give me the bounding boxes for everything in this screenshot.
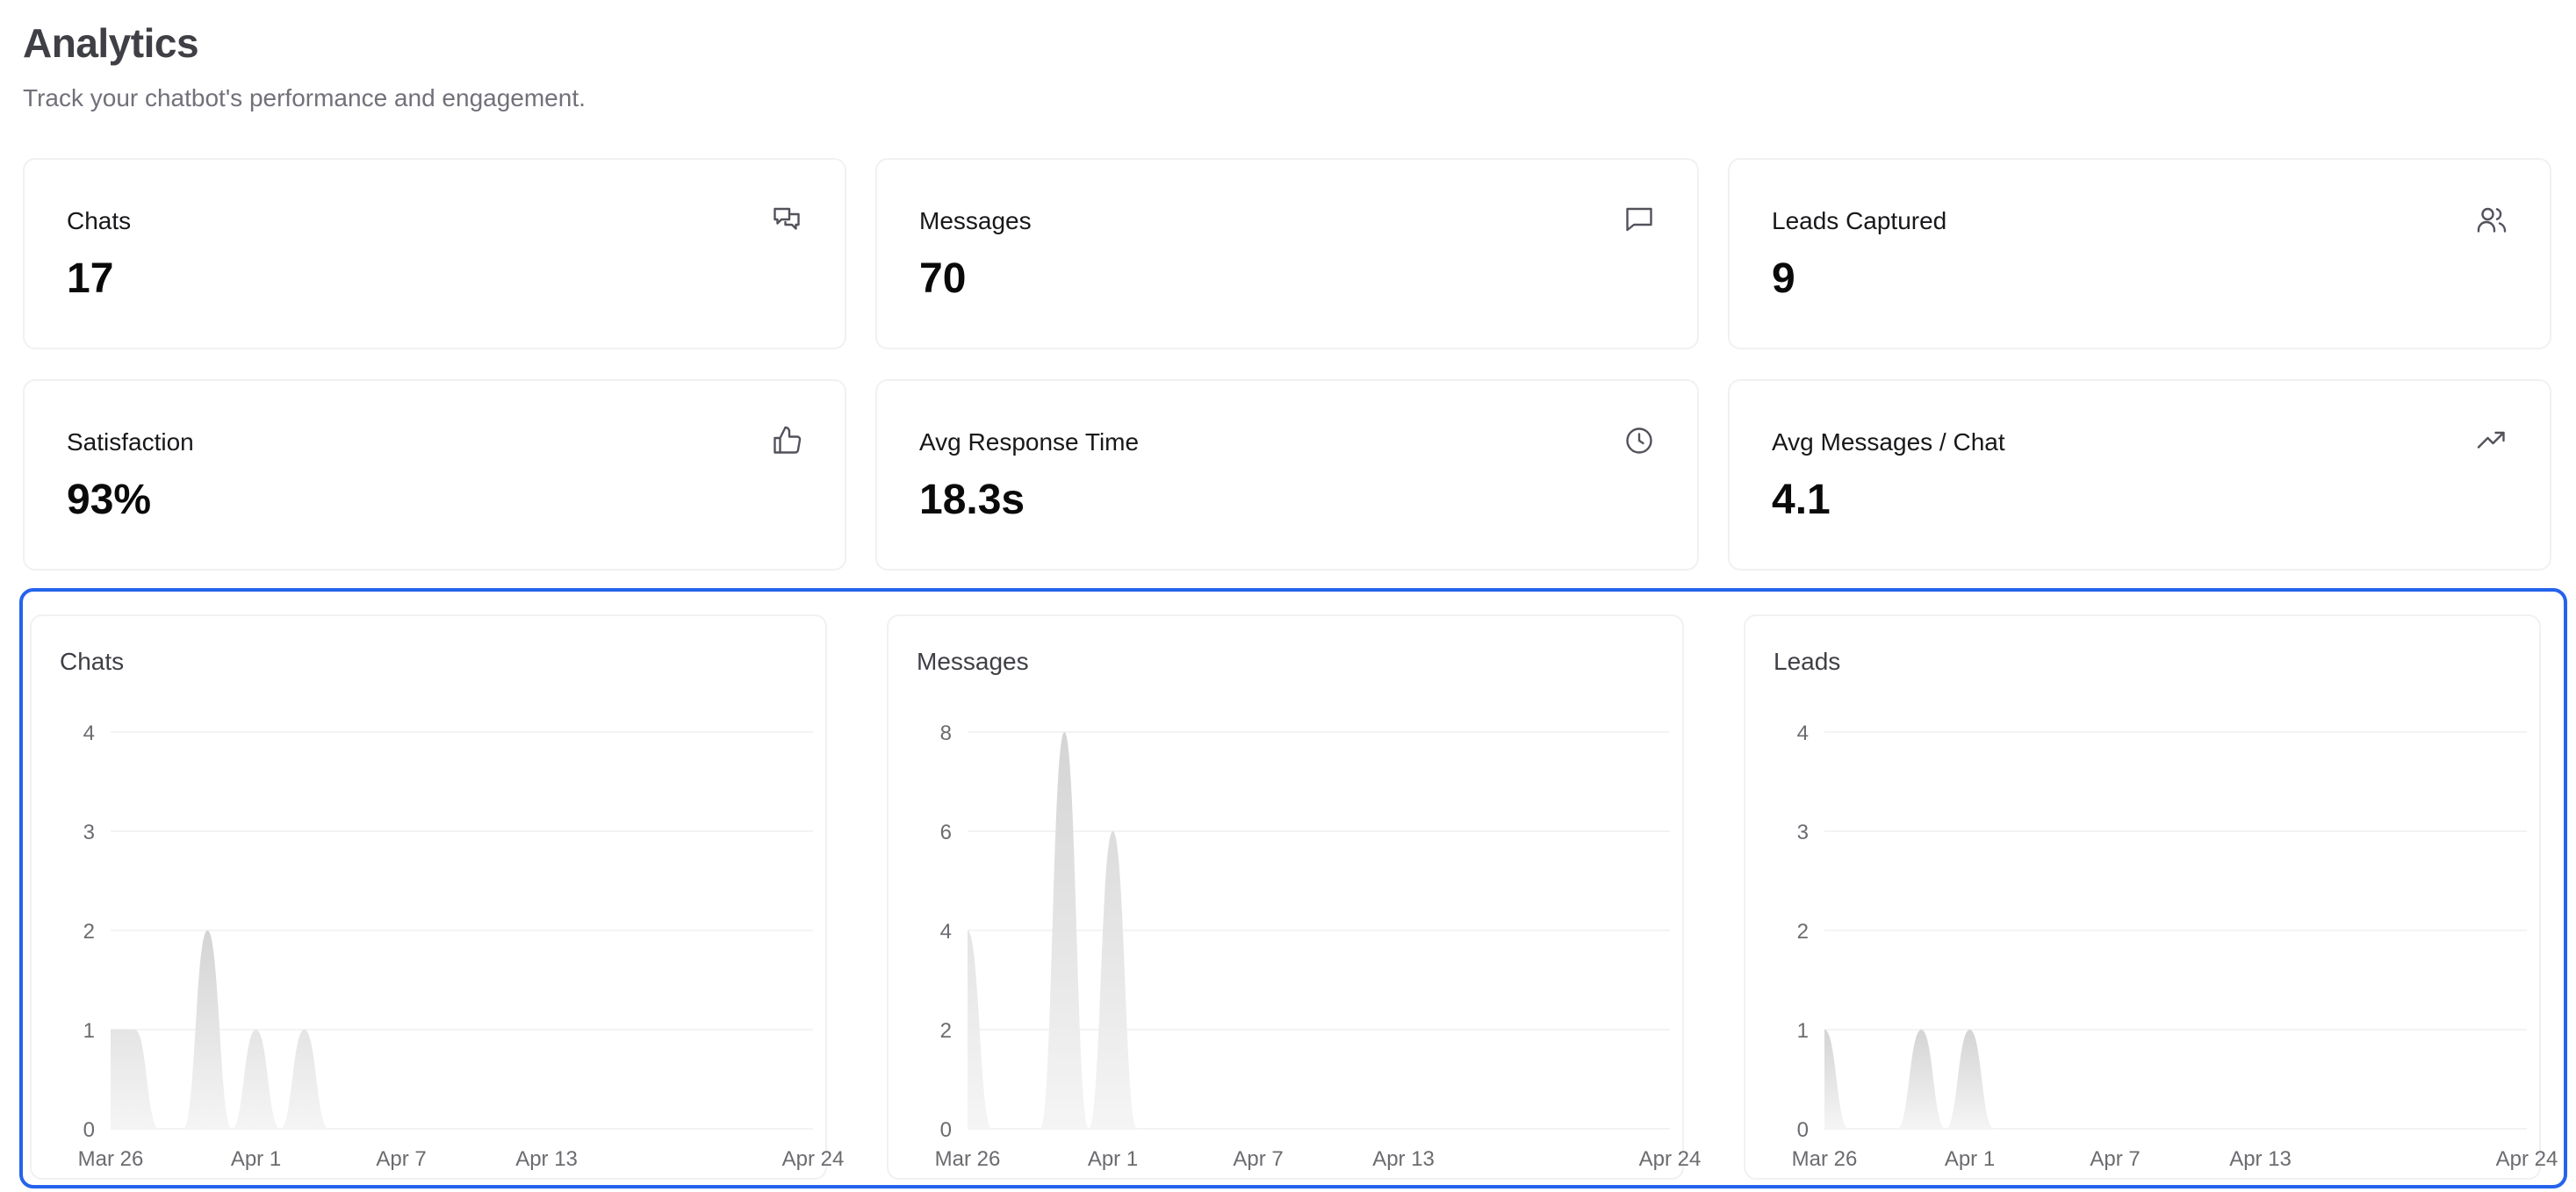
stat-label: Satisfaction [67,428,194,456]
y-tick-label: 2 [1797,920,1809,944]
stat-value: 18.3s [919,477,1025,523]
x-tick-label: Apr 1 [1088,1147,1138,1171]
stat-card-messages: Messages 70 [875,158,1699,349]
chart-card-chats: Chats 0 1 2 3 4 Mar 26 Apr 1 Apr 7 Apr 13 Apr 24 [30,614,845,1180]
stat-card-avg-response-time: Avg Response Time 18.3s [875,379,1699,571]
x-tick-label: Apr 7 [2090,1147,2140,1171]
y-tick-label: 8 [940,722,952,745]
x-tick-label: Apr 24 [782,1147,845,1171]
area-series [968,732,1670,1129]
x-tick-label: Apr 13 [515,1147,578,1171]
stat-value: 9 [1772,255,1795,302]
stat-label: Avg Messages / Chat [1772,428,2005,456]
chart-title: Chats [60,648,125,675]
stat-value: 17 [67,255,114,302]
chat-bubbles-icon [771,204,802,235]
message-square-icon [1623,204,1655,235]
stat-card-satisfaction: Satisfaction 93% [23,379,846,571]
stat-card-leads-captured: Leads Captured 9 [1728,158,2551,349]
x-tick-label: Apr 13 [1372,1147,1435,1171]
x-tick-label: Apr 13 [2229,1147,2292,1171]
x-tick-label: Apr 7 [1233,1147,1283,1171]
charts-section-highlight [19,588,2567,1188]
stat-card-chats: Chats 17 [23,158,846,349]
stat-label: Chats [67,207,132,234]
chart-title: Messages [917,648,1029,675]
y-tick-label: 0 [940,1118,952,1142]
messages-area-chart: 0 2 4 6 8 Mar 26 Apr 1 Apr 7 Apr 13 Apr 24 [935,722,1702,1171]
y-tick-label: 4 [940,920,952,944]
page-subtitle: Track your chatbot's performance and eng… [23,84,586,111]
y-tick-label: 1 [83,1019,95,1043]
users-icon [2476,204,2508,235]
chats-area-chart: 0 1 2 3 4 Mar 26 Apr 1 Apr 7 Apr 13 Apr 24 [78,722,845,1171]
y-tick-label: 4 [83,722,95,745]
stat-label: Leads Captured [1772,207,1947,234]
stat-label: Avg Response Time [919,428,1140,456]
x-tick-label: Mar 26 [78,1147,144,1171]
chart-title: Leads [1774,648,1841,675]
x-tick-label: Mar 26 [935,1147,1001,1171]
stat-card-avg-messages-per-chat: Avg Messages / Chat 4.1 [1728,379,2551,571]
x-tick-label: Apr 1 [1945,1147,1995,1171]
y-tick-label: 4 [1797,722,1809,745]
x-tick-label: Apr 7 [376,1147,426,1171]
y-tick-label: 0 [83,1118,95,1142]
trending-up-icon [2476,425,2508,456]
clock-icon [1623,425,1655,456]
stat-value: 4.1 [1772,477,1831,523]
leads-area-chart: 0 1 2 3 4 Mar 26 Apr 1 Apr 7 Apr 13 Apr 24 [1792,722,2558,1171]
area-series [1824,1030,2527,1129]
y-tick-label: 3 [83,821,95,844]
x-tick-label: Apr 24 [2496,1147,2558,1171]
stat-label: Messages [919,207,1032,234]
stat-value: 93% [67,477,152,523]
chart-card-messages: Messages 0 2 4 6 8 Mar 26 Apr 1 Apr 7 Apr 13 Apr … [887,614,1702,1180]
x-tick-label: Mar 26 [1792,1147,1858,1171]
y-tick-label: 6 [940,821,952,844]
page-title: Analytics [23,20,199,66]
thumbs-up-icon [771,425,802,456]
y-tick-label: 3 [1797,821,1809,844]
stat-value: 70 [919,255,967,302]
x-tick-label: Apr 24 [1639,1147,1702,1171]
y-tick-label: 0 [1797,1118,1809,1142]
y-tick-label: 1 [1797,1019,1809,1043]
x-tick-label: Apr 1 [231,1147,281,1171]
y-tick-label: 2 [940,1019,952,1043]
y-tick-label: 2 [83,920,95,944]
chart-card-leads: Leads 0 1 2 3 4 Mar 26 Apr 1 Apr 7 Apr 13 Apr 24 [1744,614,2558,1180]
